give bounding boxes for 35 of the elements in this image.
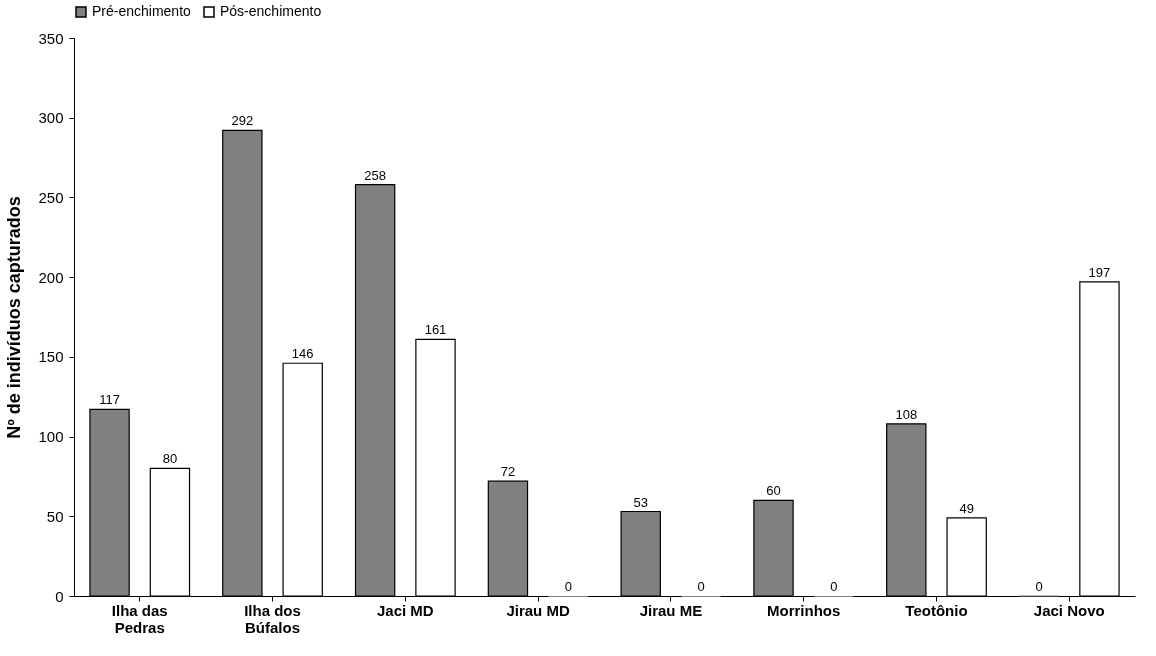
data-label: 0 bbox=[1035, 579, 1043, 594]
x-tick-label: Jirau ME bbox=[639, 601, 703, 619]
legend-label: Pré-enchimento bbox=[92, 3, 192, 19]
y-tick-label: 200 bbox=[38, 268, 64, 286]
data-label: 0 bbox=[697, 579, 705, 594]
data-label: 197 bbox=[1088, 264, 1111, 280]
data-label: 258 bbox=[364, 167, 386, 183]
y-tick-label: 50 bbox=[46, 507, 64, 525]
y-tick-label: 350 bbox=[38, 29, 64, 47]
legend-label: Pós-enchimento bbox=[220, 3, 322, 19]
y-tick-label: 250 bbox=[38, 188, 64, 206]
x-tick-label: Ilha dos Búfalos bbox=[244, 601, 301, 636]
data-label: 292 bbox=[231, 113, 254, 129]
x-tick-label: Teotônio bbox=[905, 601, 968, 619]
x-tick-label: Jaci MD bbox=[376, 601, 434, 619]
y-axis-title: Nº de indivíduos capturados bbox=[4, 196, 25, 439]
data-label: 117 bbox=[99, 392, 120, 408]
data-label: 53 bbox=[633, 494, 648, 510]
x-tick-label: Ilha das Pedras bbox=[111, 601, 168, 636]
data-label: 80 bbox=[162, 451, 178, 467]
y-tick-label: 100 bbox=[38, 428, 64, 446]
data-label: 0 bbox=[564, 579, 572, 594]
x-tick-label: Morrinhos bbox=[767, 601, 841, 619]
data-label: 0 bbox=[830, 579, 838, 594]
x-tick-label: Jaci Novo bbox=[1033, 601, 1105, 619]
y-tick-label: 150 bbox=[38, 348, 64, 366]
data-label: 161 bbox=[424, 322, 447, 338]
data-label: 146 bbox=[291, 346, 314, 362]
x-tick-label: Jirau MD bbox=[506, 601, 570, 619]
data-label: 72 bbox=[500, 464, 516, 480]
data-label: 108 bbox=[895, 406, 918, 422]
data-label: 60 bbox=[766, 483, 781, 499]
y-tick-label: 300 bbox=[38, 109, 64, 127]
y-tick-label: 0 bbox=[55, 587, 64, 605]
data-label: 49 bbox=[959, 500, 974, 516]
